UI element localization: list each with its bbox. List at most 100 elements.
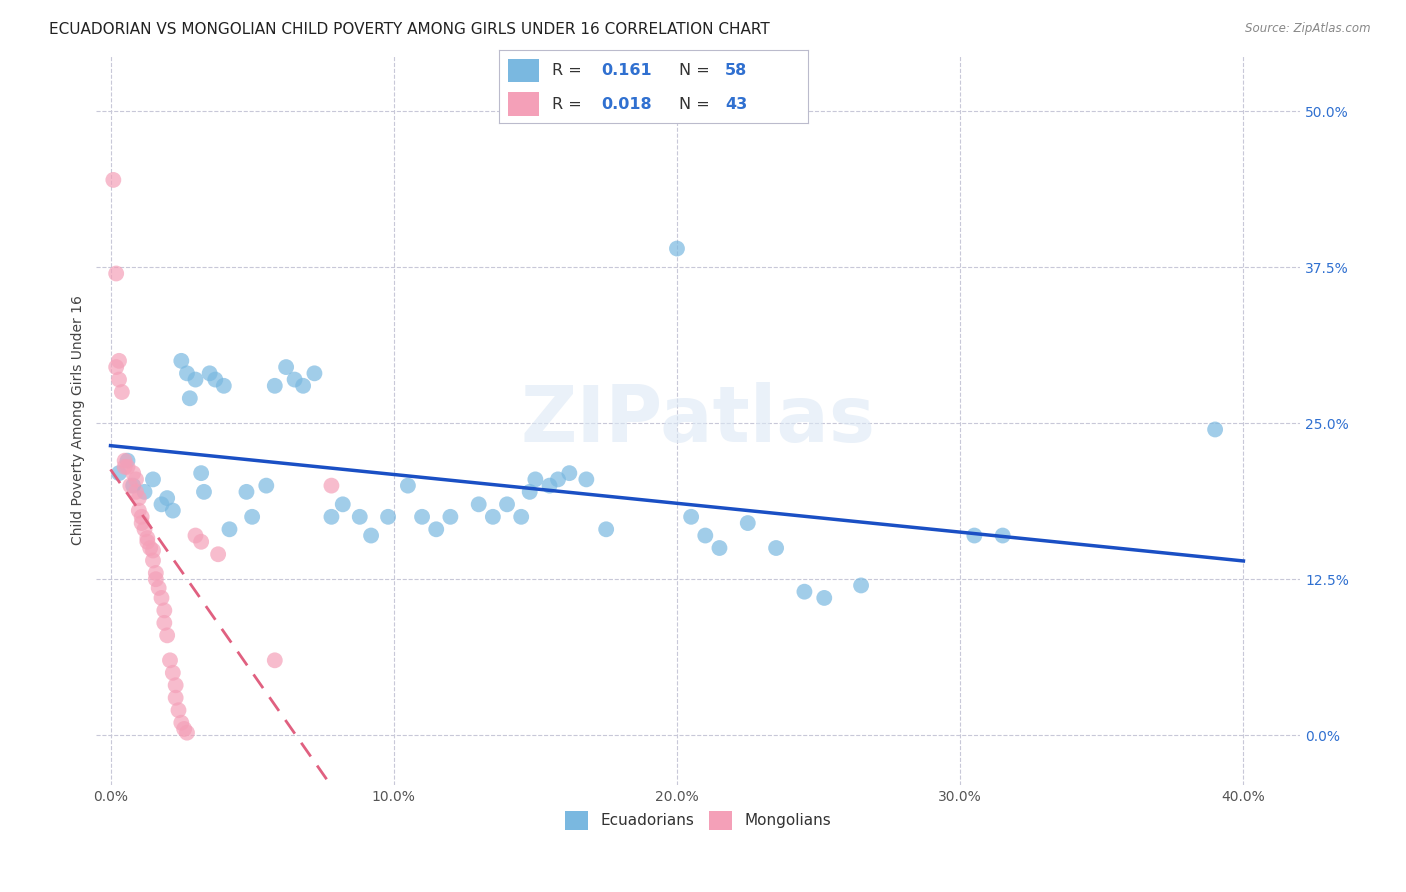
Point <box>510 509 533 524</box>
Point <box>254 478 277 492</box>
Text: 43: 43 <box>725 96 747 112</box>
Point <box>125 484 148 499</box>
Point <box>131 509 153 524</box>
Point <box>179 392 201 406</box>
Point <box>439 509 461 524</box>
Point <box>538 478 561 492</box>
Text: R =: R = <box>551 63 586 78</box>
Point <box>134 522 156 536</box>
Point <box>263 379 285 393</box>
Point <box>108 354 131 368</box>
Point <box>125 472 148 486</box>
Point <box>263 653 285 667</box>
Point <box>134 484 156 499</box>
Point <box>496 497 519 511</box>
Text: 0.161: 0.161 <box>602 63 652 78</box>
Point <box>148 581 170 595</box>
Text: R =: R = <box>551 96 586 112</box>
Point <box>547 472 569 486</box>
Text: N =: N = <box>679 96 714 112</box>
Point <box>304 367 326 381</box>
Point <box>793 584 815 599</box>
Point <box>108 466 131 480</box>
Point <box>349 509 371 524</box>
Point <box>114 453 136 467</box>
Text: 58: 58 <box>725 63 747 78</box>
Point <box>681 509 703 524</box>
Point <box>524 472 547 486</box>
Point <box>150 497 173 511</box>
Point <box>165 690 187 705</box>
Point <box>165 678 187 692</box>
Point <box>142 553 165 567</box>
Point <box>128 491 150 505</box>
Point <box>105 360 128 375</box>
Point <box>292 379 315 393</box>
Legend: Ecuadorians, Mongolians: Ecuadorians, Mongolians <box>560 805 838 836</box>
Point <box>207 547 229 561</box>
Point <box>665 242 688 256</box>
Text: N =: N = <box>679 63 714 78</box>
Point <box>153 615 176 630</box>
Point <box>849 578 872 592</box>
Point <box>190 466 212 480</box>
Point <box>136 534 159 549</box>
Point <box>153 603 176 617</box>
Point <box>131 516 153 530</box>
FancyBboxPatch shape <box>509 59 540 82</box>
Point <box>122 466 145 480</box>
Point <box>198 367 221 381</box>
Point <box>425 522 447 536</box>
Point <box>167 703 190 717</box>
Point <box>139 541 162 555</box>
Point <box>162 665 184 680</box>
Point <box>558 466 581 480</box>
Point <box>159 653 181 667</box>
Point <box>212 379 235 393</box>
Point <box>142 543 165 558</box>
Text: 0.018: 0.018 <box>602 96 652 112</box>
Point <box>111 385 134 400</box>
Point <box>765 541 787 555</box>
Point <box>377 509 399 524</box>
Point <box>120 478 142 492</box>
Point <box>156 628 179 642</box>
Point <box>176 725 198 739</box>
Point <box>360 528 382 542</box>
Text: ECUADORIAN VS MONGOLIAN CHILD POVERTY AMONG GIRLS UNDER 16 CORRELATION CHART: ECUADORIAN VS MONGOLIAN CHILD POVERTY AM… <box>49 22 770 37</box>
Point <box>332 497 354 511</box>
Point <box>396 478 419 492</box>
Point <box>963 528 986 542</box>
Point <box>482 509 505 524</box>
Point <box>105 267 128 281</box>
Point <box>235 484 257 499</box>
Point <box>117 453 139 467</box>
Point <box>190 534 212 549</box>
Point <box>321 509 343 524</box>
Point <box>709 541 731 555</box>
Point <box>117 459 139 474</box>
Point <box>737 516 759 530</box>
Point <box>274 360 297 375</box>
Point <box>813 591 835 605</box>
Point <box>519 484 541 499</box>
Point <box>411 509 433 524</box>
Point <box>145 572 167 586</box>
Point <box>128 503 150 517</box>
Point <box>156 491 179 505</box>
Point <box>103 173 125 187</box>
Point <box>176 367 198 381</box>
Point <box>467 497 489 511</box>
Point <box>695 528 717 542</box>
Point <box>170 354 193 368</box>
Point <box>108 373 131 387</box>
Point <box>184 373 207 387</box>
Point <box>240 509 263 524</box>
Point <box>284 373 307 387</box>
Point <box>173 722 195 736</box>
Point <box>595 522 617 536</box>
Point <box>218 522 240 536</box>
Y-axis label: Child Poverty Among Girls Under 16: Child Poverty Among Girls Under 16 <box>72 295 86 545</box>
Point <box>150 591 173 605</box>
Point <box>321 478 343 492</box>
